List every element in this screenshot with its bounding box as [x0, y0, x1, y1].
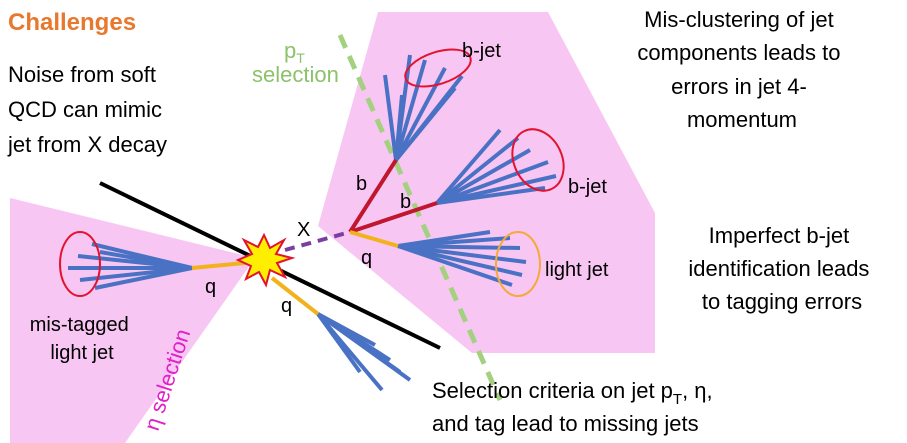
- note: Selection criteria on jet pT, η,: [432, 378, 713, 408]
- jet-label-line: light jet: [50, 342, 114, 364]
- pt-symbol: p: [284, 38, 296, 63]
- note-line: Mis-clustering of jet: [644, 7, 834, 32]
- note-part: , η,: [682, 378, 713, 403]
- jet-label: b-jet: [568, 176, 607, 198]
- note-line: Imperfect b-jet: [709, 223, 850, 248]
- parton-label: q: [361, 247, 372, 269]
- note: and tag lead to missing jets: [432, 411, 699, 436]
- note-line: momentum: [687, 107, 797, 132]
- diagram: Challenges Noise from soft QCD can mimic…: [0, 0, 907, 443]
- jet-label-line: mis-tagged: [30, 314, 129, 336]
- parton-label: b: [400, 191, 411, 213]
- title: Challenges: [8, 9, 136, 36]
- note-line: components leads to: [637, 40, 840, 65]
- collision: [238, 235, 292, 285]
- parton-label: b: [356, 173, 367, 195]
- note-line: identification leads: [688, 256, 869, 281]
- note-line: Noise from soft: [8, 62, 156, 87]
- note-line: QCD can mimic: [8, 97, 162, 122]
- parton-label: q: [281, 295, 292, 317]
- note-part: Selection criteria on jet p: [432, 378, 673, 403]
- note-line: errors in jet 4-: [671, 74, 807, 99]
- jet-track: [318, 314, 360, 372]
- parton-label: q: [205, 276, 216, 298]
- pt-label: selection: [252, 62, 339, 87]
- jet-label: b-jet: [462, 40, 501, 62]
- note-line: jet from X decay: [7, 132, 167, 157]
- note: Noise from soft QCD can mimic jet from X…: [7, 62, 168, 157]
- note-line: to tagging errors: [702, 289, 862, 314]
- note: Mis-clustering of jet components leads t…: [637, 7, 846, 132]
- note: Imperfect b-jet identification leads to …: [688, 223, 875, 314]
- jet-label: light jet: [545, 259, 609, 281]
- note-sub: T: [673, 391, 682, 408]
- parton-label: X: [297, 219, 310, 241]
